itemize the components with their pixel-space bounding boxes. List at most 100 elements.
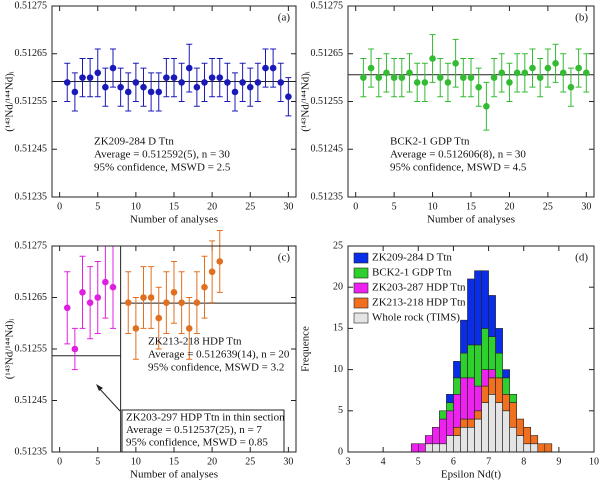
bar bbox=[495, 352, 503, 379]
point bbox=[452, 60, 459, 67]
annotation: 95% confidence, MSWD = 4.5 bbox=[390, 162, 527, 174]
point bbox=[475, 83, 482, 91]
point bbox=[444, 79, 452, 86]
bar bbox=[481, 328, 489, 370]
y-tick-label: 0.51255 bbox=[15, 343, 48, 354]
bar bbox=[523, 426, 532, 445]
x-tick-label: 25 bbox=[543, 201, 553, 212]
y-tick-label: 0.51275 bbox=[311, 0, 344, 11]
point bbox=[390, 74, 398, 81]
point bbox=[224, 79, 231, 86]
point bbox=[109, 64, 117, 72]
x-tick-label: 30 bbox=[283, 456, 293, 467]
x-tick-label: 15 bbox=[169, 201, 179, 212]
y-tick-label: 0 bbox=[338, 446, 343, 457]
y-tick-label: 0.51265 bbox=[15, 48, 48, 59]
x-tick-label: 15 bbox=[466, 201, 476, 212]
panel-label: (d) bbox=[575, 252, 588, 264]
point bbox=[63, 304, 71, 312]
bar bbox=[488, 295, 496, 337]
point bbox=[79, 74, 86, 81]
y-tick-label: 0.51245 bbox=[311, 144, 344, 155]
point bbox=[140, 294, 147, 301]
bar bbox=[417, 443, 426, 453]
legend-swatch bbox=[353, 312, 369, 324]
annotation: ZK203-297 HDP Ttn in thin section bbox=[126, 412, 285, 424]
bar bbox=[453, 361, 461, 379]
point bbox=[383, 69, 390, 77]
point bbox=[155, 88, 163, 96]
bar bbox=[432, 443, 440, 453]
point bbox=[552, 60, 559, 67]
legend-label: BCK2-1 GDP Ttn bbox=[372, 267, 452, 279]
point bbox=[216, 74, 224, 81]
x-tick-label: 30 bbox=[581, 201, 591, 212]
point bbox=[544, 64, 552, 72]
point bbox=[575, 64, 582, 72]
bar bbox=[410, 443, 419, 453]
bar bbox=[474, 410, 482, 420]
point bbox=[170, 74, 178, 81]
y-tick-label: 20 bbox=[333, 281, 343, 292]
bar bbox=[467, 377, 475, 420]
point bbox=[102, 83, 109, 91]
x-tick-label: 0 bbox=[57, 201, 62, 212]
point bbox=[429, 55, 436, 62]
point bbox=[367, 64, 375, 72]
x-tick-label: 7 bbox=[486, 456, 491, 467]
bar bbox=[530, 443, 539, 453]
point bbox=[406, 69, 413, 77]
y-tick-label: 0.51265 bbox=[311, 48, 344, 59]
x-tick-label: 3 bbox=[346, 456, 351, 467]
point bbox=[124, 88, 132, 96]
point bbox=[513, 69, 521, 77]
bar bbox=[495, 328, 503, 354]
y-tick-label: 5 bbox=[338, 405, 343, 416]
point bbox=[185, 64, 193, 72]
point bbox=[413, 79, 421, 86]
bar bbox=[509, 402, 517, 428]
bar bbox=[495, 377, 503, 403]
y-tick-label: 0.51255 bbox=[15, 96, 48, 107]
bar bbox=[425, 435, 433, 445]
point bbox=[460, 74, 467, 81]
point bbox=[86, 299, 94, 306]
bar bbox=[516, 418, 525, 436]
point bbox=[147, 294, 155, 301]
bar bbox=[481, 369, 489, 387]
annotation-box bbox=[121, 409, 285, 453]
bar bbox=[544, 443, 553, 453]
point bbox=[185, 325, 193, 332]
annotation: Average = 0.512639(14), n = 20 bbox=[148, 349, 290, 361]
x-tick-label: 5 bbox=[392, 201, 397, 212]
point bbox=[63, 79, 71, 86]
y-axis-label: Frequence bbox=[300, 326, 312, 372]
point bbox=[163, 74, 170, 81]
bar bbox=[481, 270, 489, 329]
y-axis-label: (¹⁴³Nd/¹⁴⁴Nd)ᵢ bbox=[4, 71, 16, 132]
point bbox=[521, 69, 529, 77]
point bbox=[483, 102, 490, 110]
point bbox=[375, 74, 383, 81]
bar bbox=[474, 418, 482, 453]
x-tick-label: 8 bbox=[521, 456, 526, 467]
point bbox=[86, 74, 94, 81]
x-tick-label: 20 bbox=[504, 201, 514, 212]
bar bbox=[516, 435, 525, 453]
bar bbox=[502, 410, 510, 453]
point bbox=[467, 74, 475, 81]
x-tick-label: 5 bbox=[416, 456, 421, 467]
bar bbox=[509, 426, 517, 453]
point bbox=[239, 79, 246, 86]
x-axis-label: Number of analyses bbox=[130, 469, 218, 481]
arrow-head bbox=[96, 384, 103, 391]
point bbox=[193, 83, 201, 91]
bar bbox=[446, 394, 454, 403]
bar bbox=[446, 410, 454, 436]
bar bbox=[481, 385, 489, 403]
y-axis-label: (¹⁴³Nd/¹⁴⁴Nd)ᵢ bbox=[300, 71, 312, 132]
bar bbox=[474, 344, 482, 387]
point bbox=[498, 69, 506, 77]
point bbox=[201, 283, 208, 291]
bar bbox=[460, 319, 468, 354]
